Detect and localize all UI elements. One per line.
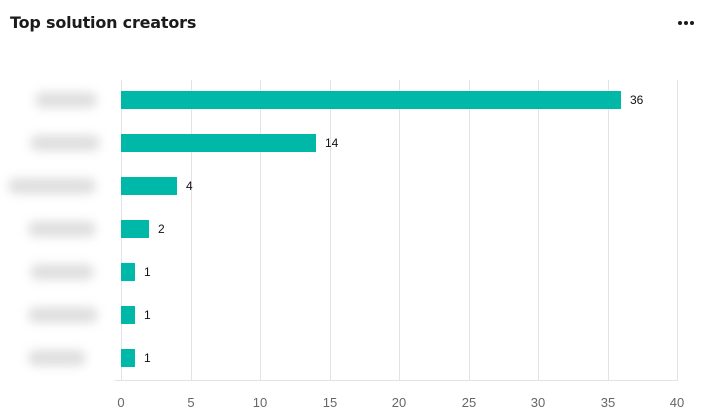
bar[interactable] [121,134,316,152]
gridline [330,80,331,380]
gridline [608,80,609,380]
category-label-blurred [30,135,100,151]
bar-value-label: 1 [144,351,151,365]
bar-value-label: 4 [186,179,193,193]
category-label-blurred [30,264,94,280]
gridline [260,80,261,380]
bar[interactable] [121,306,135,324]
widget-title: Top solution creators [10,13,197,32]
x-tick-label: 35 [600,395,616,410]
bar-value-label: 14 [325,136,339,150]
bar-value-label: 1 [144,265,151,279]
gridline [399,80,400,380]
category-label-blurred [28,221,96,237]
more-options-button[interactable] [676,13,696,33]
x-tick-label: 30 [530,395,546,410]
x-axis-line [115,380,678,381]
category-label-blurred [35,92,97,108]
dot [684,21,688,25]
gridline [469,80,470,380]
bar-value-label: 36 [630,93,644,107]
bar[interactable] [121,349,135,367]
x-tick-label: 20 [391,395,407,410]
bar-value-label: 2 [158,222,165,236]
bar[interactable] [121,263,135,281]
x-tick-label: 5 [187,395,195,410]
more-horizontal-icon [678,21,682,25]
x-tick-label: 0 [117,395,125,410]
bar-value-label: 1 [144,308,151,322]
bar[interactable] [121,220,149,238]
x-tick-label: 15 [322,395,338,410]
gridline [538,80,539,380]
x-tick-label: 25 [461,395,477,410]
category-label-blurred [28,350,86,366]
x-tick-label: 40 [669,395,685,410]
x-tick-label: 10 [252,395,268,410]
category-label-blurred [8,178,96,194]
gridline [677,80,678,380]
bar[interactable] [121,177,177,195]
dot [690,21,694,25]
category-label-blurred [28,307,98,323]
gridline [191,80,192,380]
bar[interactable] [121,91,621,109]
